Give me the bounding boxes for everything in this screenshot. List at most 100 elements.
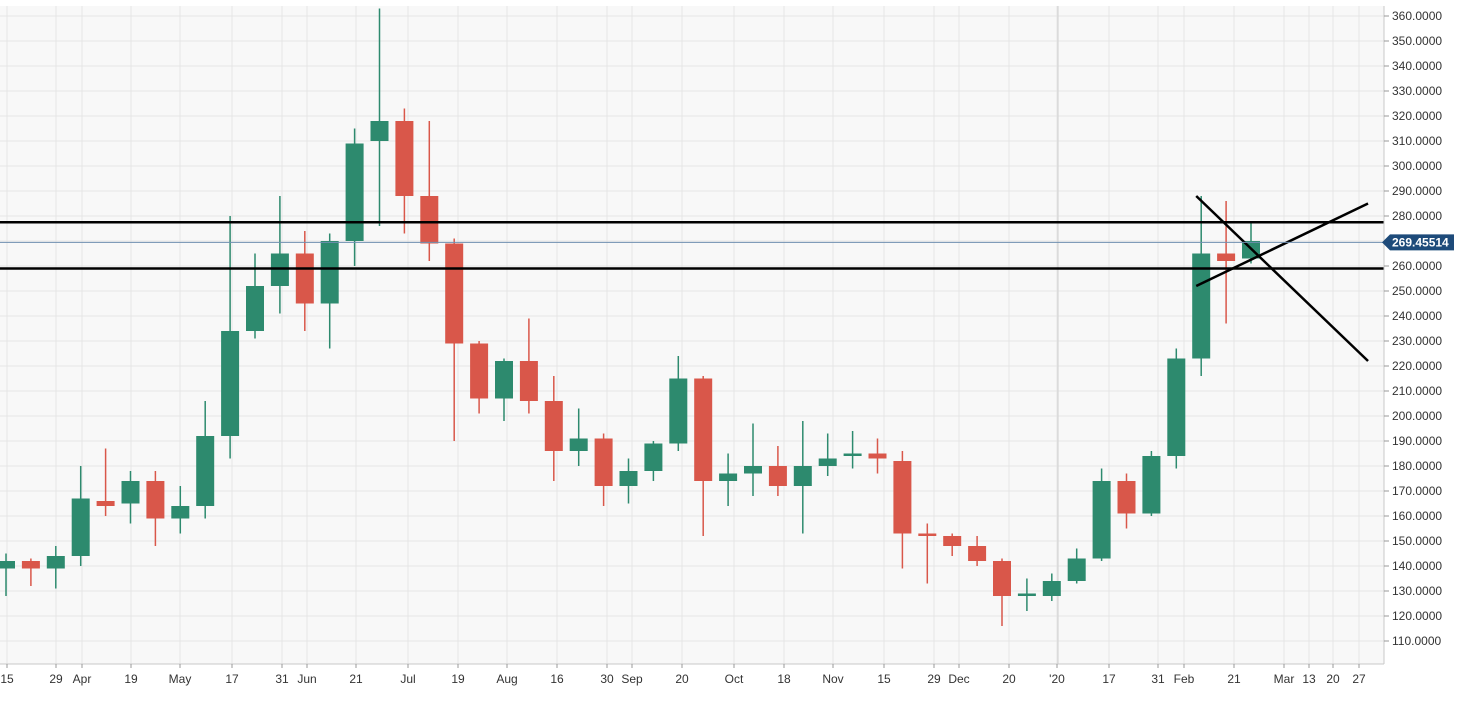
candle-up[interactable] <box>171 486 190 534</box>
x-tick-label: 29 <box>927 672 941 686</box>
x-tick-label: 17 <box>1102 672 1116 686</box>
candles-group <box>0 8 1260 627</box>
candle-body <box>993 561 1011 596</box>
candle-up[interactable] <box>793 421 812 534</box>
candle-up[interactable] <box>1167 348 1186 469</box>
candle-down[interactable] <box>470 341 489 414</box>
candle-down[interactable] <box>968 536 987 566</box>
x-tick-label: '20 <box>1049 672 1065 686</box>
candle-down[interactable] <box>868 438 887 474</box>
x-tick-label: 21 <box>349 672 363 686</box>
y-tick-label: 220.0000 <box>1392 359 1442 373</box>
candle-up[interactable] <box>1192 196 1211 376</box>
x-tick-label: Nov <box>822 672 843 686</box>
y-tick-label: 210.0000 <box>1392 384 1442 398</box>
candle-up[interactable] <box>1092 468 1111 562</box>
candle-down[interactable] <box>768 446 787 496</box>
y-tick-label: 170.0000 <box>1392 484 1442 498</box>
candle-body <box>968 546 987 561</box>
candle-up[interactable] <box>71 466 90 566</box>
x-tick-label: Sep <box>621 672 643 686</box>
candle-down[interactable] <box>594 433 613 507</box>
candle-down[interactable] <box>544 376 563 481</box>
candle-body <box>171 506 190 519</box>
x-tick-label: 15 <box>877 672 891 686</box>
candle-down[interactable] <box>993 558 1011 627</box>
y-tick-label: 360.0000 <box>1392 9 1442 23</box>
candle-up[interactable] <box>0 553 15 597</box>
candle-up[interactable] <box>669 356 688 451</box>
candle-up[interactable] <box>644 441 663 481</box>
candle-body <box>1217 253 1236 261</box>
current-price-marker: 269.45514 <box>0 234 1454 251</box>
candle-up[interactable] <box>46 546 65 589</box>
candle-up[interactable] <box>121 471 140 524</box>
y-tick-label: 300.0000 <box>1392 159 1442 173</box>
y-tick-label: 230.0000 <box>1392 334 1442 348</box>
y-axis-tick-labels[interactable]: 110.0000 120.0000 130.0000 140.0000 150.0000… <box>1384 9 1442 648</box>
candle-body <box>1042 581 1061 596</box>
candle-up[interactable] <box>196 401 215 519</box>
x-tick-label: 20 <box>1002 672 1016 686</box>
candle-body <box>395 121 414 196</box>
candle-down[interactable] <box>893 451 912 569</box>
current-price-label: 269.45514 <box>1392 235 1449 249</box>
x-tick-label: May <box>169 672 192 686</box>
candle-body <box>1067 558 1086 581</box>
candle-body <box>21 561 40 569</box>
candle-body <box>0 561 15 569</box>
y-tick-label: 130.0000 <box>1392 584 1442 598</box>
candle-down[interactable] <box>420 121 439 261</box>
y-tick-label: 250.0000 <box>1392 284 1442 298</box>
candle-body <box>544 401 563 451</box>
candle-down[interactable] <box>395 108 414 234</box>
x-axis-tick-labels[interactable]: 15 29 Apr 19 May 17 31 Jun 21 Jul 19 Aug 16 30 Sep 20 Oc… <box>0 664 1366 686</box>
y-tick-label: 180.0000 <box>1392 459 1442 473</box>
candle-up[interactable] <box>719 453 738 507</box>
candle-up[interactable] <box>1067 548 1086 584</box>
candle-up[interactable] <box>843 431 862 469</box>
trend-line[interactable] <box>1195 195 1369 362</box>
candle-down[interactable] <box>21 558 40 587</box>
candle-down[interactable] <box>146 471 165 546</box>
x-tick-label: 18 <box>777 672 791 686</box>
candle-body <box>1142 456 1161 514</box>
candle-up[interactable] <box>1017 578 1036 612</box>
candle-body <box>470 343 489 399</box>
x-tick-label: 13 <box>1302 672 1316 686</box>
candle-down[interactable] <box>96 448 115 517</box>
candle-up[interactable] <box>370 8 389 227</box>
candle-body <box>96 501 115 506</box>
candle-up[interactable] <box>569 408 588 467</box>
x-tick-label: Feb <box>1174 672 1195 686</box>
candle-down[interactable] <box>519 318 538 414</box>
x-tick-label: Oct <box>725 672 744 686</box>
candle-down[interactable] <box>295 231 314 331</box>
x-tick-label: 19 <box>451 672 465 686</box>
candle-up[interactable] <box>744 423 762 497</box>
candle-body <box>1192 253 1211 359</box>
candle-up[interactable] <box>818 433 837 477</box>
candle-up[interactable] <box>619 458 638 504</box>
candle-body <box>1092 481 1111 559</box>
candle-up[interactable] <box>1142 451 1161 516</box>
candle-body <box>943 536 962 546</box>
candle-down[interactable] <box>694 376 713 536</box>
candle-down[interactable] <box>943 533 962 557</box>
candle-up[interactable] <box>1042 573 1061 602</box>
candle-body <box>295 253 314 304</box>
candle-body <box>495 361 513 399</box>
y-tick-label: 350.0000 <box>1392 34 1442 48</box>
candle-up[interactable] <box>495 358 513 422</box>
candle-down[interactable] <box>918 523 937 584</box>
candle-body <box>893 461 912 534</box>
candle-down[interactable] <box>1117 473 1136 529</box>
x-tick-label: Aug <box>496 672 517 686</box>
x-tick-label: 21 <box>1227 672 1241 686</box>
candle-body <box>793 466 812 486</box>
trend-line[interactable] <box>1195 202 1369 288</box>
candle-up[interactable] <box>320 233 339 349</box>
candle-up[interactable] <box>345 128 364 267</box>
candle-up[interactable] <box>221 216 240 459</box>
